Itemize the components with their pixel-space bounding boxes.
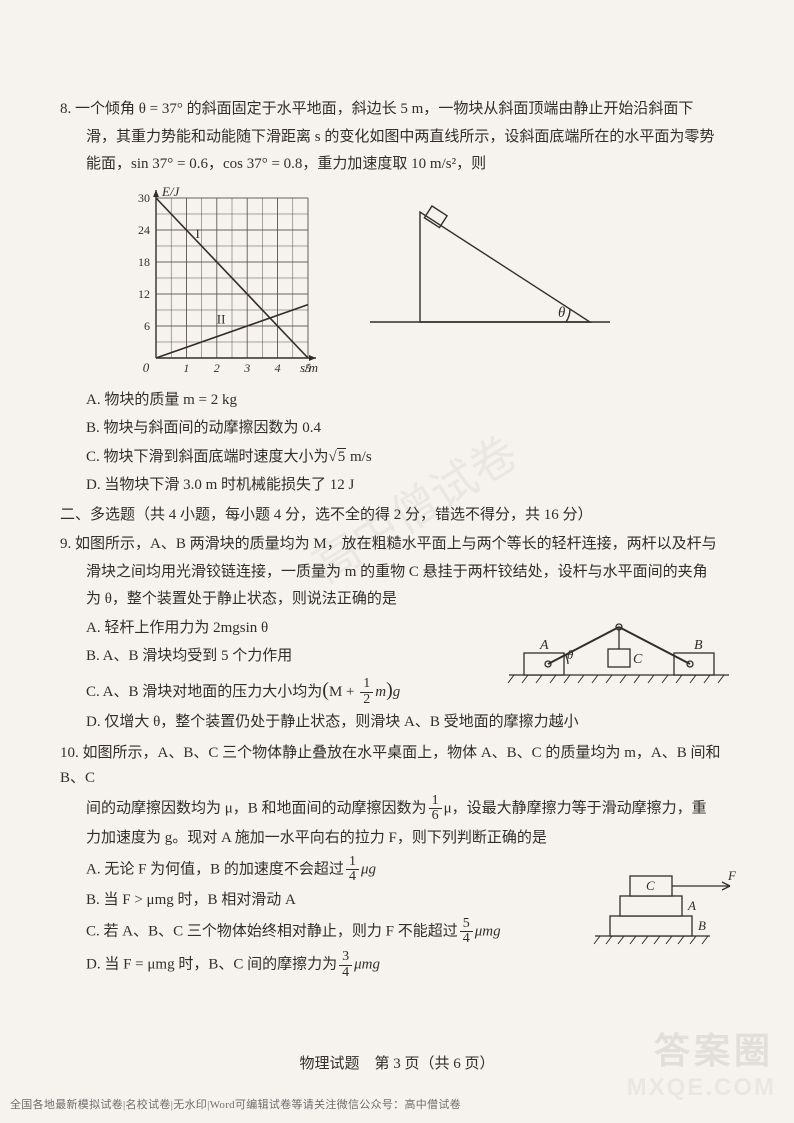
svg-text:II: II (217, 311, 226, 326)
svg-text:12: 12 (138, 287, 150, 301)
q10-optD-pre: D. 当 F = μmg 时，B、C 间的摩擦力为 (86, 957, 337, 973)
q8-optC-post: m/s (346, 449, 371, 465)
svg-text:θ: θ (567, 647, 574, 662)
q10-optC-post: μmg (475, 923, 501, 939)
section-2-title: 二、多选题（共 4 小题，每小题 4 分，选不全的得 2 分，错选不得分，共 1… (60, 503, 746, 529)
q8-optD: D. 当物块下滑 3.0 m 时机械能损失了 12 J (86, 473, 746, 499)
svg-text:2: 2 (214, 361, 220, 375)
q8-optC-pre: C. 物块下滑到斜面底端时速度大小为 (86, 449, 329, 465)
svg-text:A: A (687, 898, 696, 913)
svg-text:4: 4 (275, 361, 281, 375)
q9-optC-pre: C. A、B 滑块对地面的压力大小均为 (86, 684, 322, 700)
svg-text:C: C (646, 878, 655, 893)
q8-incline-diagram: θ (360, 182, 620, 342)
q9-optC-M: M + (329, 684, 358, 700)
q9-line2: 滑块之间均用光滑铰链连接，一质量为 m 的重物 C 悬挂于两杆铰结处，设杆与水平… (86, 560, 746, 586)
page-content: 8. 一个倾角 θ = 37° 的斜面固定于水平地面，斜边长 5 m，一物块从斜… (0, 0, 794, 1023)
fraction-icon: 12 (360, 677, 373, 707)
q8-energy-chart: 123456121824300E/Js/mIII (120, 182, 320, 382)
fraction-icon: 16 (429, 794, 442, 824)
q8-line3: 能面，sin 37° = 0.6，cos 37° = 0.8，重力加速度取 10… (86, 152, 746, 178)
svg-text:A: A (539, 638, 549, 653)
svg-text:I: I (196, 226, 200, 241)
svg-text:C: C (633, 652, 643, 667)
q8-line1: 8. 一个倾角 θ = 37° 的斜面固定于水平地面，斜边长 5 m，一物块从斜… (60, 97, 746, 123)
q10-optD: D. 当 F = μmg 时，B、C 间的摩擦力为34μmg (86, 950, 746, 980)
q10-optC-pre: C. 若 A、B、C 三个物体始终相对静止，则力 F 不能超过 (86, 923, 458, 939)
svg-text:0: 0 (143, 360, 150, 375)
q10-line3: 力加速度为 g。现对 A 施加一水平向右的拉力 F，则下列判断正确的是 (86, 826, 746, 852)
svg-text:18: 18 (138, 255, 150, 269)
svg-text:24: 24 (138, 223, 150, 237)
q9-diagram: A B C θ (504, 615, 734, 695)
q9-line1: 9. 如图所示，A、B 两滑块的质量均为 M，放在粗糙水平面上与两个等长的轻杆连… (60, 532, 746, 558)
fraction-icon: 34 (339, 950, 352, 980)
q9-line3: 为 θ，整个装置处于静止状态，则说法正确的是 (86, 587, 746, 613)
fraction-icon: 54 (460, 917, 473, 947)
q9-optD: D. 仅增大 θ，整个装置仍处于静止状态，则滑块 A、B 受地面的摩擦力越小 (86, 710, 746, 736)
q10-diagram: C A B F (590, 858, 740, 948)
svg-text:6: 6 (144, 319, 150, 333)
q8-figure-row: 123456121824300E/Js/mIII θ (120, 182, 746, 382)
svg-text:F: F (727, 868, 737, 883)
svg-text:30: 30 (138, 191, 150, 205)
fraction-icon: 14 (346, 855, 359, 885)
q9-optC-m: m (375, 684, 386, 700)
q8-optA: A. 物块的质量 m = 2 kg (86, 388, 746, 414)
q10-line2: 间的动摩擦因数均为 μ，B 和地面间的动摩擦因数为16μ，设最大静摩擦力等于滑动… (86, 794, 746, 824)
q10-optD-post: μmg (354, 957, 380, 973)
svg-text:3: 3 (243, 361, 250, 375)
q10-optA-post: μg (361, 861, 376, 877)
q10-optA-pre: A. 无论 F 为何值，B 的加速度不会超过 (86, 861, 344, 877)
svg-text:B: B (694, 638, 703, 653)
q9-optC-g: g (393, 684, 401, 700)
paren-l: ( (322, 679, 329, 701)
q10-line2-pre: 间的动摩擦因数均为 μ，B 和地面间的动摩擦因数为 (86, 800, 427, 816)
svg-text:E/J: E/J (161, 184, 181, 199)
svg-text:s/m: s/m (300, 360, 318, 375)
theta-label: θ (558, 305, 566, 321)
q8-optC: C. 物块下滑到斜面底端时速度大小为5 m/s (86, 445, 746, 471)
svg-text:1: 1 (183, 361, 189, 375)
sqrt-icon: 5 (329, 445, 347, 471)
footer-note: 全国各地最新模拟试卷|名校试卷|无水印|Word可编辑试卷等请关注微信公众号：高… (10, 1096, 461, 1115)
paren-r: ) (386, 679, 393, 701)
q10-line1: 10. 如图所示，A、B、C 三个物体静止叠放在水平桌面上，物体 A、B、C 的… (60, 741, 746, 792)
q8-line2: 滑，其重力势能和动能随下滑距离 s 的变化如图中两直线所示，设斜面底端所在的水平… (86, 125, 746, 151)
watermark-mxqe: MXQE.COM (627, 1068, 776, 1109)
q8-optB: B. 物块与斜面间的动摩擦因数为 0.4 (86, 416, 746, 442)
svg-text:B: B (698, 918, 706, 933)
q10-line2-post: μ，设最大静摩擦力等于滑动摩擦力，重 (444, 800, 707, 816)
